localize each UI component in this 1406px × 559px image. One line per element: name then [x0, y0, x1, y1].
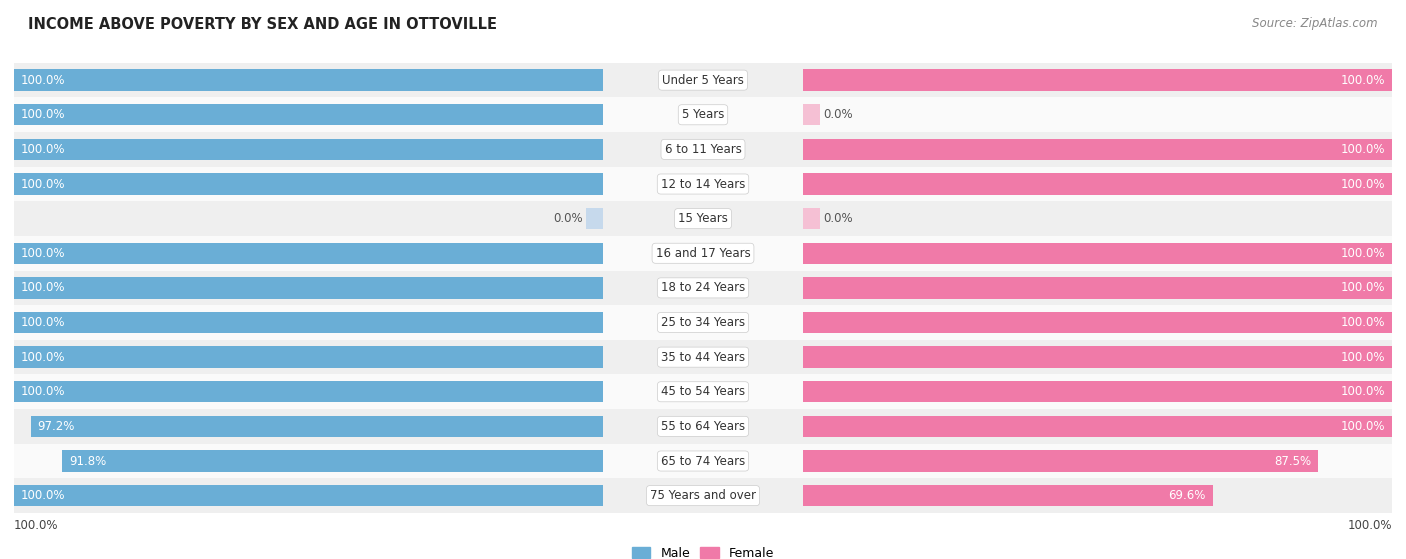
Text: 12 to 14 Years: 12 to 14 Years: [661, 178, 745, 191]
Text: 100.0%: 100.0%: [21, 350, 66, 364]
Text: 100.0%: 100.0%: [21, 143, 66, 156]
Bar: [31, 416, 603, 437]
Text: 100.0%: 100.0%: [1340, 350, 1385, 364]
Text: 35 to 44 Years: 35 to 44 Years: [661, 350, 745, 364]
Legend: Male, Female: Male, Female: [627, 542, 779, 559]
Text: 87.5%: 87.5%: [1274, 454, 1312, 467]
Text: 18 to 24 Years: 18 to 24 Years: [661, 281, 745, 295]
Text: 25 to 34 Years: 25 to 34 Years: [661, 316, 745, 329]
Text: 100.0%: 100.0%: [1340, 178, 1385, 191]
Bar: [803, 485, 1213, 506]
Text: 100.0%: 100.0%: [21, 74, 66, 87]
Bar: [14, 409, 1392, 444]
Text: Under 5 Years: Under 5 Years: [662, 74, 744, 87]
Text: 69.6%: 69.6%: [1168, 489, 1206, 502]
Bar: [803, 173, 1392, 195]
Bar: [803, 104, 820, 125]
Bar: [803, 277, 1392, 299]
Text: 100.0%: 100.0%: [1340, 247, 1385, 260]
Bar: [14, 69, 603, 91]
Bar: [803, 208, 820, 229]
Text: 65 to 74 Years: 65 to 74 Years: [661, 454, 745, 467]
Bar: [14, 485, 603, 506]
Bar: [14, 132, 1392, 167]
Text: 100.0%: 100.0%: [21, 316, 66, 329]
Text: 0.0%: 0.0%: [824, 108, 853, 121]
Text: 0.0%: 0.0%: [824, 212, 853, 225]
Text: 91.8%: 91.8%: [69, 454, 107, 467]
Bar: [14, 444, 1392, 479]
Bar: [14, 104, 603, 125]
Text: 75 Years and over: 75 Years and over: [650, 489, 756, 502]
Text: 100.0%: 100.0%: [21, 108, 66, 121]
Bar: [14, 97, 1392, 132]
Bar: [14, 201, 1392, 236]
Text: INCOME ABOVE POVERTY BY SEX AND AGE IN OTTOVILLE: INCOME ABOVE POVERTY BY SEX AND AGE IN O…: [28, 17, 498, 32]
Text: 100.0%: 100.0%: [1340, 74, 1385, 87]
Bar: [14, 173, 603, 195]
Text: 0.0%: 0.0%: [553, 212, 582, 225]
Text: 100.0%: 100.0%: [1340, 281, 1385, 295]
Bar: [803, 312, 1392, 333]
Bar: [62, 451, 603, 472]
Text: 97.2%: 97.2%: [38, 420, 75, 433]
Text: 5 Years: 5 Years: [682, 108, 724, 121]
Text: 6 to 11 Years: 6 to 11 Years: [665, 143, 741, 156]
Bar: [14, 271, 1392, 305]
Bar: [803, 139, 1392, 160]
Bar: [586, 208, 603, 229]
Text: 45 to 54 Years: 45 to 54 Years: [661, 385, 745, 398]
Text: 100.0%: 100.0%: [21, 281, 66, 295]
Bar: [14, 236, 1392, 271]
Bar: [14, 139, 603, 160]
Bar: [14, 381, 603, 402]
Text: 100.0%: 100.0%: [21, 385, 66, 398]
Bar: [14, 347, 603, 368]
Bar: [803, 347, 1392, 368]
Bar: [14, 277, 603, 299]
Text: Source: ZipAtlas.com: Source: ZipAtlas.com: [1253, 17, 1378, 30]
Bar: [14, 312, 603, 333]
Bar: [14, 167, 1392, 201]
Text: 100.0%: 100.0%: [21, 178, 66, 191]
Text: 55 to 64 Years: 55 to 64 Years: [661, 420, 745, 433]
Bar: [14, 243, 603, 264]
Bar: [803, 416, 1392, 437]
Bar: [803, 381, 1392, 402]
Bar: [803, 243, 1392, 264]
Bar: [14, 340, 1392, 375]
Text: 100.0%: 100.0%: [14, 519, 59, 532]
Bar: [14, 479, 1392, 513]
Bar: [803, 451, 1319, 472]
Bar: [803, 69, 1392, 91]
Bar: [14, 375, 1392, 409]
Text: 100.0%: 100.0%: [1340, 420, 1385, 433]
Text: 100.0%: 100.0%: [1340, 316, 1385, 329]
Text: 100.0%: 100.0%: [21, 489, 66, 502]
Text: 100.0%: 100.0%: [21, 247, 66, 260]
Text: 15 Years: 15 Years: [678, 212, 728, 225]
Text: 100.0%: 100.0%: [1340, 385, 1385, 398]
Bar: [14, 63, 1392, 97]
Text: 100.0%: 100.0%: [1340, 143, 1385, 156]
Bar: [14, 305, 1392, 340]
Text: 100.0%: 100.0%: [1347, 519, 1392, 532]
Text: 16 and 17 Years: 16 and 17 Years: [655, 247, 751, 260]
